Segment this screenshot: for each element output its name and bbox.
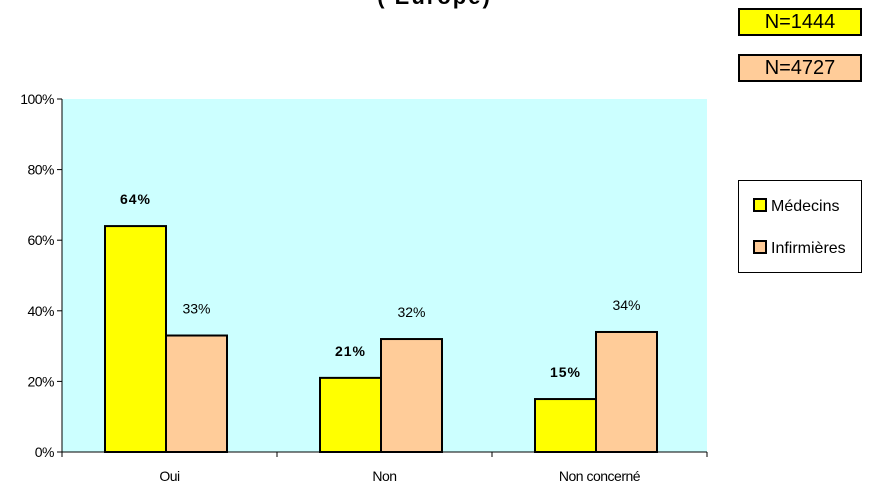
bar-0-2 xyxy=(534,398,597,453)
y-tick-label: 20% xyxy=(27,373,54,389)
sample-size-medecins: N=1444 xyxy=(738,8,862,36)
legend-swatch-infirmieres xyxy=(753,239,767,254)
y-tick-label: 40% xyxy=(27,303,54,319)
value-label-1-1: 32% xyxy=(397,304,425,320)
x-tick-label: Non xyxy=(372,468,396,484)
legend-item-infirmieres: Infirmières xyxy=(753,239,846,259)
chart-title: ( Europe) xyxy=(0,0,869,10)
bar-1-1 xyxy=(380,338,443,454)
value-label-0-1: 21% xyxy=(335,343,366,359)
x-tick-label: Oui xyxy=(159,468,180,484)
value-label-1-0: 33% xyxy=(182,301,210,317)
value-label-0-2: 15% xyxy=(550,364,581,380)
legend-label-infirmieres: Infirmières xyxy=(771,240,846,257)
x-tick-label: Non concerné xyxy=(559,468,641,484)
y-tick-label: 100% xyxy=(20,91,54,107)
bar-0-0 xyxy=(104,225,167,453)
bar-1-2 xyxy=(595,330,658,454)
legend-label-medecins: Médecins xyxy=(771,198,840,215)
legend: Médecins Infirmières xyxy=(738,180,862,273)
legend-swatch-medecins xyxy=(753,197,767,212)
value-label-1-2: 34% xyxy=(612,297,640,313)
legend-item-medecins: Médecins xyxy=(753,197,839,217)
y-tick-label: 60% xyxy=(27,232,54,248)
y-tick-label: 80% xyxy=(27,162,54,178)
bar-0-1 xyxy=(319,376,382,453)
y-tick-label: 0% xyxy=(35,444,54,460)
sample-size-infirmieres: N=4727 xyxy=(738,54,862,82)
value-label-0-0: 64% xyxy=(120,191,151,207)
bar-1-0 xyxy=(165,334,228,454)
